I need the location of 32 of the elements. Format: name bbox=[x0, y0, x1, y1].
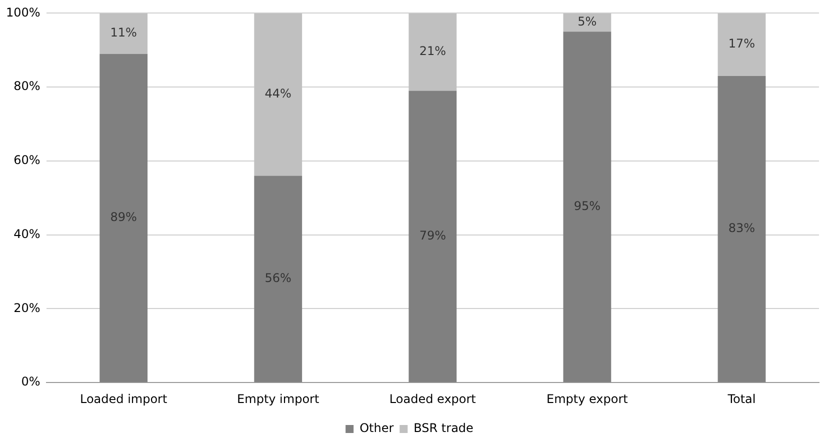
x-tick-label: Loaded import bbox=[80, 392, 168, 406]
bar bbox=[408, 13, 457, 91]
bar bbox=[408, 90, 457, 382]
y-tick-label: 80% bbox=[14, 79, 40, 94]
bar bbox=[718, 76, 766, 382]
data-label: 89% bbox=[110, 210, 137, 224]
bar bbox=[254, 176, 302, 382]
data-label: 5% bbox=[578, 14, 597, 29]
data-label: 56% bbox=[264, 271, 292, 286]
y-tick-label: 20% bbox=[14, 300, 40, 315]
x-tick-label: Total bbox=[726, 392, 756, 406]
y-tick-label: 60% bbox=[14, 153, 40, 168]
bar bbox=[718, 13, 766, 76]
y-tick-label: 100% bbox=[6, 5, 40, 20]
x-tick-label: Loaded export bbox=[389, 392, 476, 406]
bar bbox=[254, 13, 302, 176]
legend-label: Other bbox=[360, 421, 394, 436]
data-label: 21% bbox=[419, 44, 446, 58]
x-tick-label: Empty export bbox=[546, 392, 628, 406]
bar bbox=[563, 32, 612, 382]
data-label: 17% bbox=[728, 36, 756, 51]
data-label: 95% bbox=[574, 199, 601, 214]
data-label: 11% bbox=[110, 26, 137, 40]
y-tick-label: 40% bbox=[14, 226, 40, 241]
data-label: 44% bbox=[264, 86, 292, 101]
bar bbox=[100, 13, 148, 54]
bar bbox=[100, 54, 148, 382]
data-label: 83% bbox=[728, 221, 756, 236]
x-tick-label: Empty import bbox=[237, 392, 320, 406]
y-tick-label: 0% bbox=[21, 374, 40, 389]
data-label: 79% bbox=[419, 228, 446, 243]
legend-label: BSR trade bbox=[414, 421, 474, 436]
